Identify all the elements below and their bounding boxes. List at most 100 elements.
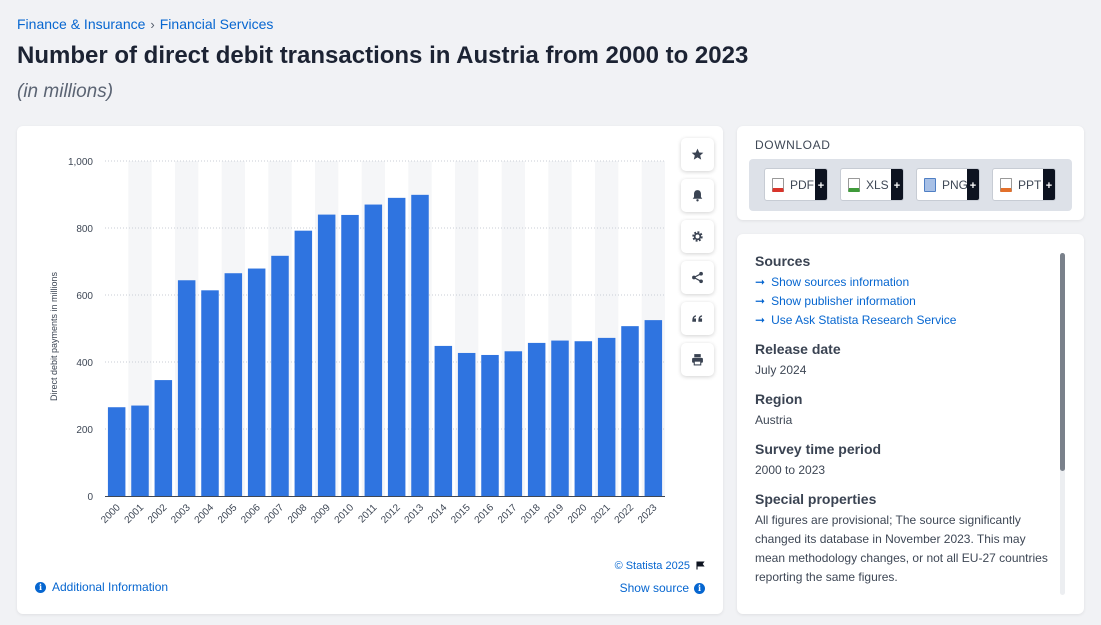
statistic-details: Sources ➞ Show sources information ➞ Show … <box>755 253 1055 587</box>
bar <box>644 320 663 496</box>
copyright-text: © Statista 2025 <box>614 560 690 572</box>
show-sources-label: Show sources information <box>771 275 910 289</box>
download-title: DOWNLOAD <box>755 138 831 152</box>
ask-statista-link[interactable]: ➞ Use Ask Statista Research Service <box>755 311 1055 330</box>
x-tick-label: 2012 <box>379 502 403 526</box>
show-sources-link[interactable]: ➞ Show sources information <box>755 273 1055 292</box>
xls-file-icon <box>848 177 860 192</box>
share-icon <box>692 271 703 284</box>
special-properties-value: All figures are provisional; The source … <box>755 513 1048 584</box>
plus-icon: + <box>1043 169 1055 200</box>
x-tick-label: 2017 <box>496 502 520 526</box>
breadcrumb-category[interactable]: Finance & Insurance <box>17 16 146 32</box>
x-tick-label: 2021 <box>589 502 613 526</box>
x-tick-label: 2015 <box>449 502 473 526</box>
print-button[interactable] <box>681 343 714 376</box>
spacer <box>755 480 1055 491</box>
bar <box>551 340 569 496</box>
info-icon: i <box>694 582 705 594</box>
spacer <box>755 380 1055 391</box>
bar <box>201 290 219 496</box>
release-date-heading: Release date <box>755 341 841 357</box>
bar <box>177 280 196 496</box>
download-pdf-button[interactable]: PDF + <box>764 168 828 201</box>
scrollbar-thumb[interactable] <box>1060 253 1065 471</box>
arrow-right-icon: ➞ <box>755 275 766 289</box>
page-title: Number of direct debit transactions in A… <box>17 42 749 69</box>
x-tick-label: 2010 <box>333 502 357 526</box>
x-tick-label: 2003 <box>169 502 193 526</box>
show-source-link[interactable]: Show source i <box>620 581 705 595</box>
bar <box>131 405 149 496</box>
y-tick-label: 1,000 <box>68 157 93 168</box>
sources-heading: Sources <box>755 253 811 269</box>
cite-button[interactable] <box>681 302 714 335</box>
bar <box>621 326 639 496</box>
show-publisher-link[interactable]: ➞ Show publisher information <box>755 292 1055 311</box>
chart-card: 0 200 400 600 800 1,000 2000 2001 2002 2003 2004 20… <box>17 126 723 614</box>
statista-copyright[interactable]: © Statista 2025 <box>615 560 705 572</box>
arrow-right-icon: ➞ <box>755 313 766 327</box>
quote-icon <box>692 315 703 322</box>
bar <box>457 352 476 496</box>
download-pdf-label: PDF <box>790 177 814 192</box>
breadcrumb-separator: › <box>150 17 155 32</box>
favorite-button[interactable] <box>681 138 714 171</box>
bar <box>597 337 616 496</box>
settings-button[interactable] <box>681 220 714 253</box>
special-properties-heading: Special properties <box>755 491 877 507</box>
show-source-label: Show source <box>619 581 689 595</box>
bar <box>504 351 523 496</box>
bar <box>271 255 289 496</box>
bar <box>107 407 126 496</box>
x-tick-label: 2022 <box>613 502 637 526</box>
bell-icon <box>692 190 703 202</box>
additional-information-link[interactable]: i Additional Information <box>35 580 168 594</box>
bar <box>224 273 243 496</box>
plus-icon: + <box>815 169 827 200</box>
y-tick-label: 600 <box>76 291 93 302</box>
share-button[interactable] <box>681 261 714 294</box>
star-icon <box>691 148 704 160</box>
region-value: Austria <box>755 413 793 427</box>
x-tick-label: 2004 <box>193 502 217 526</box>
gear-icon <box>692 231 703 242</box>
spacer <box>755 330 1055 341</box>
bar <box>481 354 499 496</box>
survey-period-value: 2000 to 2023 <box>755 463 826 477</box>
x-tick-label: 2006 <box>239 502 263 526</box>
y-axis-label: Direct debit payments in millions <box>49 271 59 401</box>
bar <box>247 268 266 496</box>
download-png-button[interactable]: PNG + <box>916 168 980 201</box>
survey-period-heading: Survey time period <box>755 441 882 457</box>
x-tick-label: 2011 <box>356 502 379 525</box>
x-tick-label: 2000 <box>99 502 123 526</box>
x-tick-label: 2008 <box>286 502 310 526</box>
bar <box>341 214 359 496</box>
breadcrumb-subcategory[interactable]: Financial Services <box>159 16 274 32</box>
download-ppt-button[interactable]: PPT + <box>992 168 1056 201</box>
x-tick-label: 2016 <box>473 502 497 526</box>
show-publisher-label: Show publisher information <box>771 294 916 308</box>
download-panel: DOWNLOAD PDF + XLS + PNG + PPT + <box>737 126 1084 220</box>
statistic-details-panel: Sources ➞ Show sources information ➞ Show … <box>737 234 1084 614</box>
y-tick-label: 400 <box>76 358 93 369</box>
bar <box>527 342 546 496</box>
y-tick-label: 0 <box>87 492 93 503</box>
additional-information-label: Additional Information <box>52 580 169 594</box>
bar <box>411 194 429 496</box>
region-heading: Region <box>755 391 803 407</box>
x-tick-label: 2009 <box>309 502 333 526</box>
notification-button[interactable] <box>681 179 714 212</box>
x-tick-label: 2013 <box>403 502 427 526</box>
x-tick-label: 2019 <box>543 502 567 526</box>
y-tick-label: 800 <box>76 224 93 235</box>
download-xls-button[interactable]: XLS + <box>840 168 904 201</box>
png-file-icon <box>924 177 936 192</box>
bar <box>154 380 173 496</box>
bar <box>317 214 336 496</box>
pdf-file-icon <box>772 177 784 192</box>
x-tick-label: 2020 <box>566 502 590 526</box>
x-tick-label: 2023 <box>636 502 660 526</box>
